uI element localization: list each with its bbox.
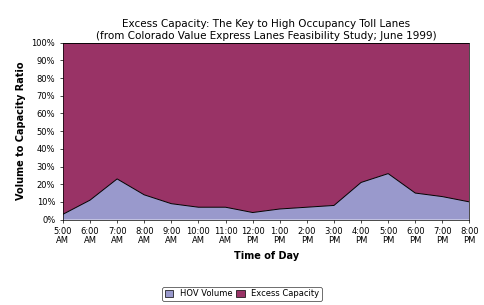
X-axis label: Time of Day: Time of Day [234, 251, 299, 261]
Y-axis label: Volume to Capacity Ratio: Volume to Capacity Ratio [16, 62, 26, 200]
Title: Excess Capacity: The Key to High Occupancy Toll Lanes
(from Colorado Value Expre: Excess Capacity: The Key to High Occupan… [96, 19, 437, 41]
Legend: HOV Volume, Excess Capacity: HOV Volume, Excess Capacity [162, 287, 322, 301]
